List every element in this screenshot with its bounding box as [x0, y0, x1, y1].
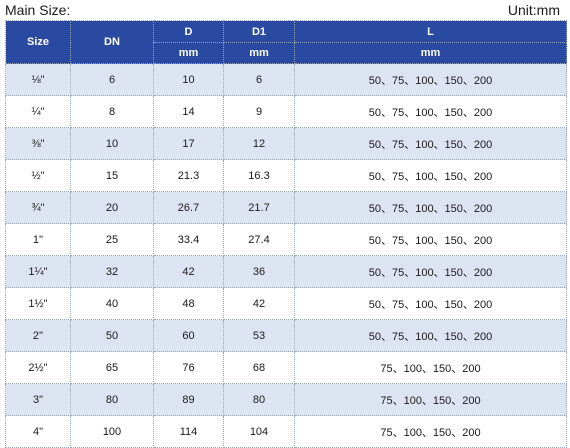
cell-dn: 25: [70, 223, 154, 256]
title-bar: Main Size: Unit:mm: [0, 0, 570, 22]
column-unit-d: mm: [153, 42, 224, 64]
cell-d: 42: [153, 255, 224, 288]
cell-d1: 80: [223, 383, 295, 416]
column-unit-l: mm: [294, 42, 567, 64]
cell-size: 2'': [5, 319, 71, 352]
table-header: Size DN D D1 L mm mm mm: [5, 20, 567, 64]
column-header-size: Size: [5, 20, 71, 64]
table-row: 1¼" 32 42 36 50、75、100、150、200: [5, 255, 567, 288]
cell-l: 50、75、100、150、200: [294, 95, 567, 128]
cell-l: 50、75、100、150、200: [294, 63, 567, 96]
cell-size: ¼": [5, 95, 71, 128]
cell-dn: 40: [70, 287, 154, 320]
cell-d: 26.7: [153, 191, 224, 224]
cell-d1: 16.3: [223, 159, 295, 192]
cell-size: 2½": [5, 351, 71, 384]
cell-size: 4": [5, 415, 71, 448]
cell-d: 33.4: [153, 223, 224, 256]
cell-dn: 32: [70, 255, 154, 288]
column-header-d: D: [153, 20, 224, 43]
table-row: 4" 100 114 104 75、100、150、200: [5, 415, 567, 448]
cell-d: 76: [153, 351, 224, 384]
table-row: ½" 15 21.3 16.3 50、75、100、150、200: [5, 159, 567, 192]
table-row: ⅜" 10 17 12 50、75、100、150、200: [5, 127, 567, 160]
cell-d: 89: [153, 383, 224, 416]
column-header-dn: DN: [70, 20, 154, 64]
page-title: Main Size:: [5, 2, 71, 18]
cell-d1: 104: [223, 415, 295, 448]
cell-l: 50、75、100、150、200: [294, 127, 567, 160]
cell-l: 50、75、100、150、200: [294, 255, 567, 288]
cell-d: 10: [153, 63, 224, 96]
table-row: ⅛" 6 10 6 50、75、100、150、200: [5, 63, 567, 96]
cell-dn: 50: [70, 319, 154, 352]
table-body: ⅛" 6 10 6 50、75、100、150、200 ¼" 8 14 9 50、75、100、1…: [5, 63, 567, 448]
cell-l: 50、75、100、150、200: [294, 223, 567, 256]
table-row: 3" 80 89 80 75、100、150、200: [5, 383, 567, 416]
cell-dn: 10: [70, 127, 154, 160]
table-row: 1½" 40 48 42 50、75、100、150、200: [5, 287, 567, 320]
cell-d1: 42: [223, 287, 295, 320]
cell-d: 14: [153, 95, 224, 128]
cell-dn: 15: [70, 159, 154, 192]
cell-size: ⅛": [5, 63, 71, 96]
table-row: ¼" 8 14 9 50、75、100、150、200: [5, 95, 567, 128]
cell-l: 50、75、100、150、200: [294, 191, 567, 224]
cell-d: 48: [153, 287, 224, 320]
cell-l: 50、75、100、150、200: [294, 159, 567, 192]
cell-dn: 6: [70, 63, 154, 96]
cell-d: 60: [153, 319, 224, 352]
table-row: 1'' 25 33.4 27.4 50、75、100、150、200: [5, 223, 567, 256]
cell-size: 1¼": [5, 255, 71, 288]
column-unit-d1: mm: [223, 42, 295, 64]
cell-d: 21.3: [153, 159, 224, 192]
cell-dn: 20: [70, 191, 154, 224]
cell-dn: 8: [70, 95, 154, 128]
cell-d1: 12: [223, 127, 295, 160]
cell-d: 114: [153, 415, 224, 448]
table-row: ¾" 20 26.7 21.7 50、75、100、150、200: [5, 191, 567, 224]
cell-dn: 100: [70, 415, 154, 448]
cell-l: 50、75、100、150、200: [294, 287, 567, 320]
cell-size: ½": [5, 159, 71, 192]
cell-d1: 53: [223, 319, 295, 352]
cell-d: 17: [153, 127, 224, 160]
unit-label: Unit:mm: [507, 2, 560, 18]
cell-d1: 27.4: [223, 223, 295, 256]
cell-size: ¾": [5, 191, 71, 224]
cell-d1: 68: [223, 351, 295, 384]
cell-d1: 36: [223, 255, 295, 288]
cell-size: 1'': [5, 223, 71, 256]
cell-size: 1½": [5, 287, 71, 320]
cell-size: ⅜": [5, 127, 71, 160]
cell-dn: 65: [70, 351, 154, 384]
cell-dn: 80: [70, 383, 154, 416]
cell-l: 50、75、100、150、200: [294, 319, 567, 352]
cell-l: 75、100、150、200: [294, 415, 567, 448]
cell-d1: 6: [223, 63, 295, 96]
column-header-d1: D1: [223, 20, 295, 43]
cell-l: 75、100、150、200: [294, 383, 567, 416]
cell-l: 75、100、150、200: [294, 351, 567, 384]
cell-size: 3": [5, 383, 71, 416]
size-table: Size DN D D1 L mm mm mm ⅛" 6 10 6 50、75、100、…: [5, 20, 567, 448]
cell-d1: 21.7: [223, 191, 295, 224]
column-header-l: L: [294, 20, 567, 43]
cell-d1: 9: [223, 95, 295, 128]
table-row: 2½" 65 76 68 75、100、150、200: [5, 351, 567, 384]
table-row: 2'' 50 60 53 50、75、100、150、200: [5, 319, 567, 352]
